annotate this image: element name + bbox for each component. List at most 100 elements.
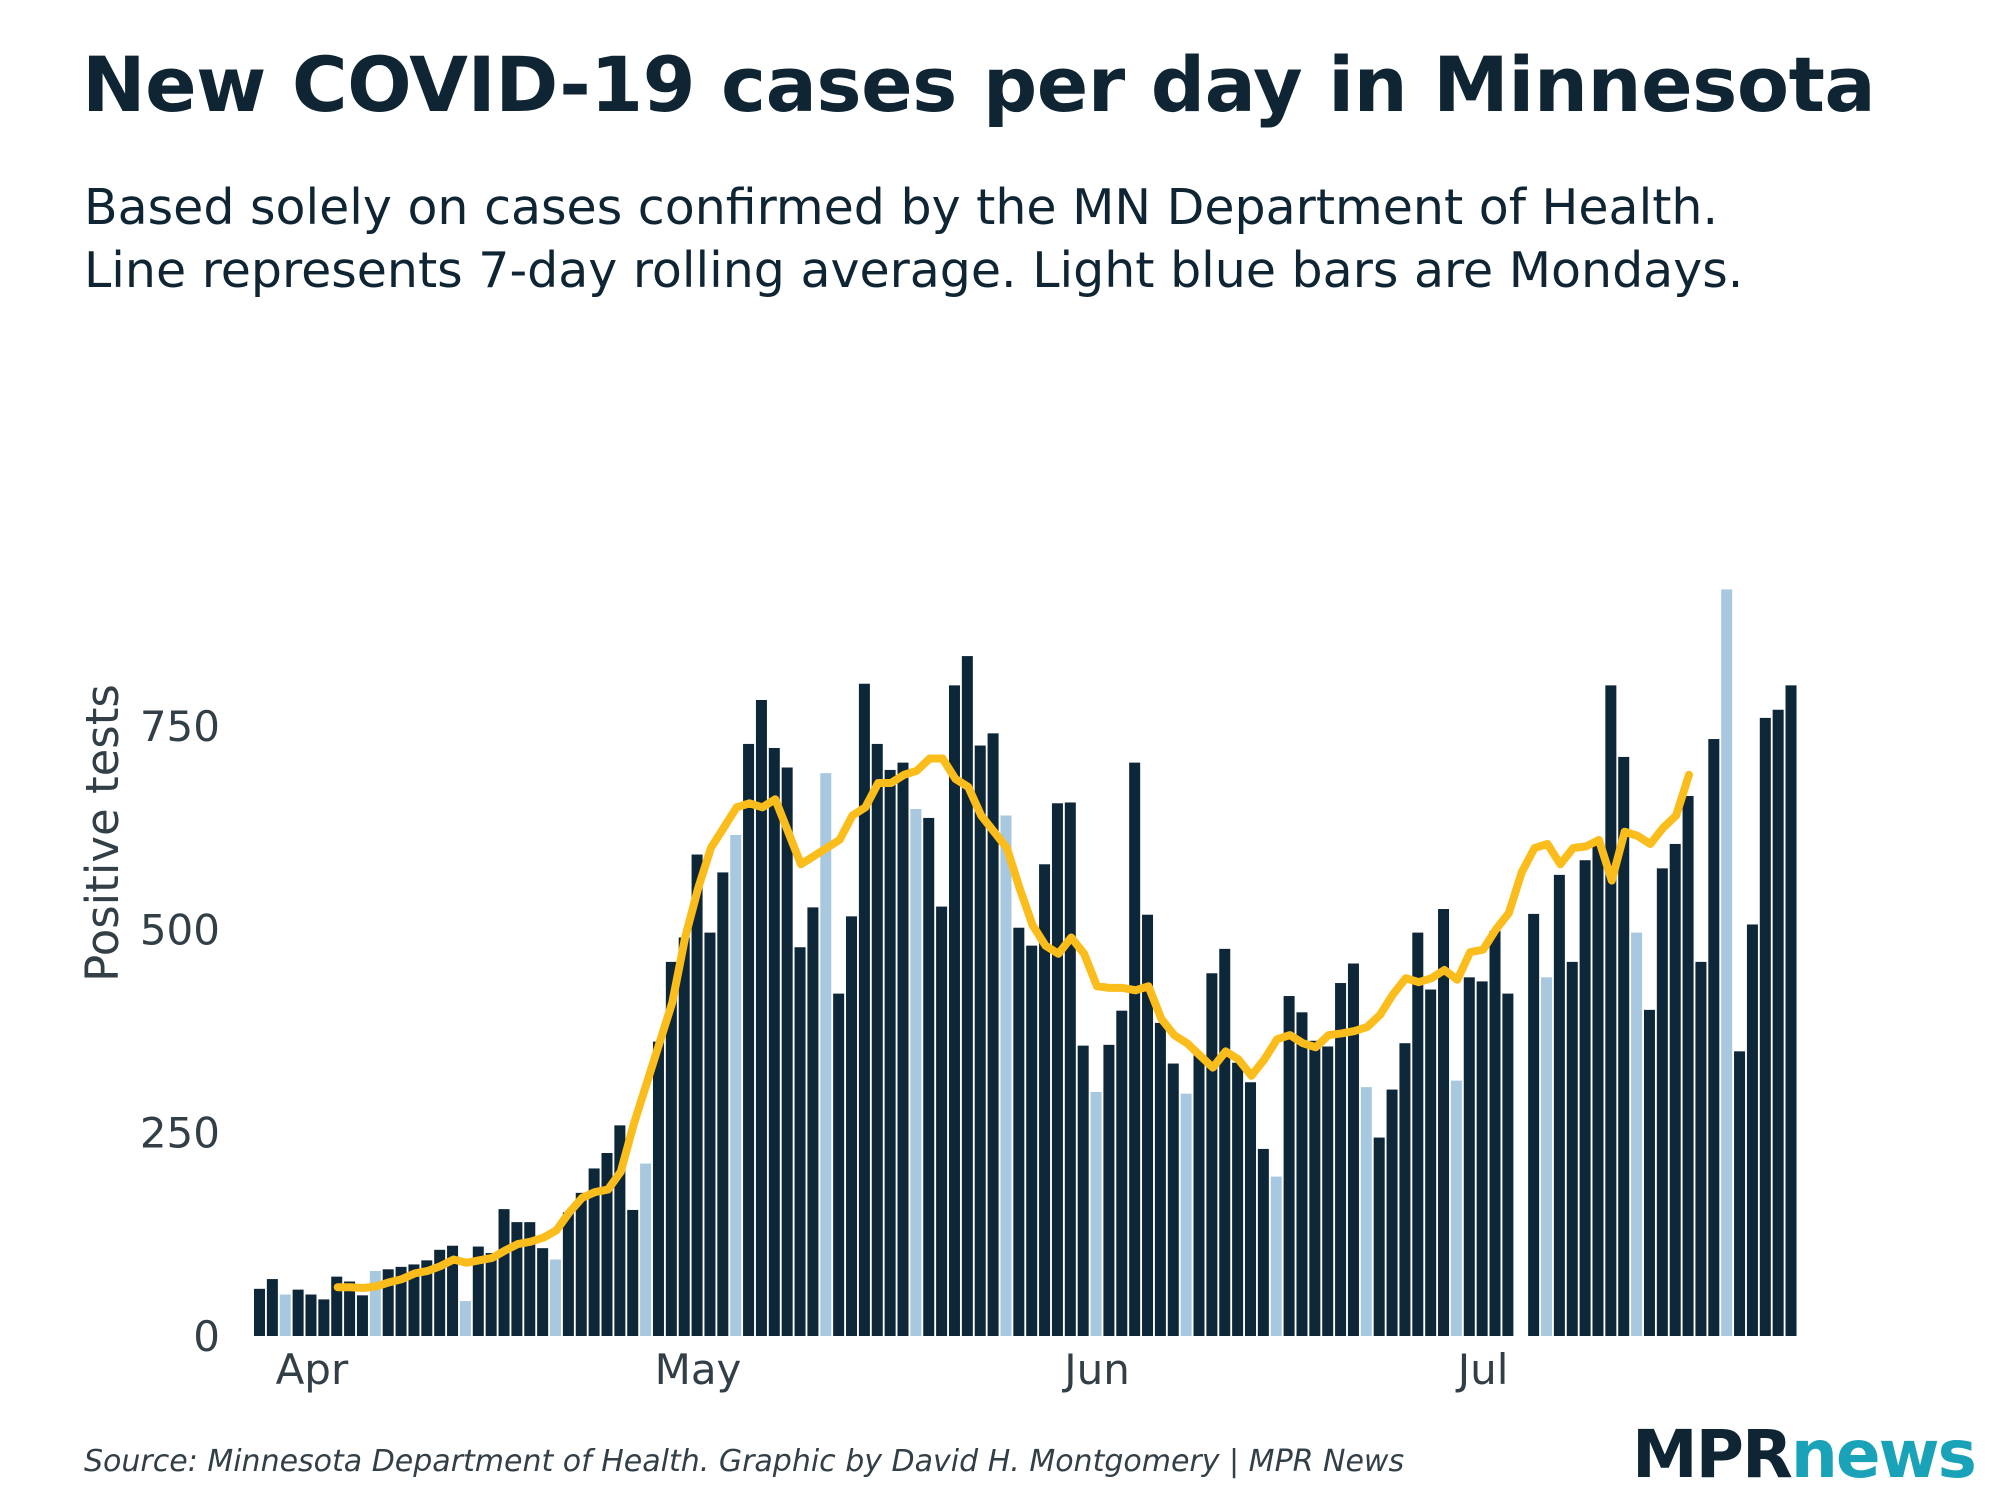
bar [1232, 1062, 1244, 1336]
seven-day-average-line [333, 754, 1693, 1293]
bar [447, 1245, 459, 1336]
bar-monday [910, 808, 922, 1336]
chart-title: New COVID-19 cases per day in Minnesota [82, 40, 1876, 129]
bar [652, 1041, 664, 1336]
bar [691, 854, 703, 1336]
bar [743, 743, 755, 1336]
bar [781, 767, 793, 1336]
bar [1669, 843, 1681, 1336]
bar [1373, 1137, 1385, 1336]
bar [266, 1279, 278, 1336]
bar [936, 906, 948, 1336]
bar [318, 1299, 330, 1336]
bar-monday [459, 1301, 471, 1336]
bar-monday [550, 1259, 562, 1336]
bar [537, 1248, 549, 1336]
bar [344, 1281, 356, 1336]
bar [897, 762, 909, 1336]
bar [987, 733, 999, 1336]
bar [1746, 924, 1758, 1336]
bar-monday [1180, 1093, 1192, 1336]
source-note: Source: Minnesota Department of Health. … [84, 1444, 1405, 1479]
bar [395, 1266, 407, 1336]
bar [1039, 864, 1051, 1336]
bar [1734, 1051, 1746, 1337]
bar [254, 1288, 265, 1336]
bar [1283, 996, 1295, 1336]
bar [1309, 1040, 1321, 1336]
bar-monday [1721, 589, 1733, 1336]
mpr-news-logo: MPRnews [1632, 1416, 1977, 1493]
bar [588, 1168, 600, 1336]
y-tick-label: 250 [140, 1109, 220, 1158]
y-axis-ticks: 0 250 500 750 [140, 702, 220, 1361]
bar [421, 1260, 433, 1336]
bar-monday [369, 1270, 381, 1336]
chart-subtitle: Based solely on cases confirmed by the M… [84, 176, 1743, 302]
bar [524, 1222, 536, 1336]
bar [1605, 685, 1617, 1336]
bar [305, 1294, 317, 1336]
bar-series [254, 589, 1797, 1337]
bar [1257, 1148, 1269, 1336]
bar [1129, 762, 1141, 1336]
bar [1154, 1022, 1166, 1336]
bar-monday [730, 835, 742, 1336]
bar [498, 1209, 510, 1336]
bar [833, 993, 845, 1336]
bar [1592, 843, 1604, 1336]
bar [1026, 945, 1038, 1336]
bar [1476, 981, 1488, 1336]
bar [665, 961, 677, 1336]
bar [1167, 1063, 1179, 1336]
bar [485, 1253, 497, 1336]
bar-monday [1090, 1092, 1102, 1336]
bar [1103, 1044, 1115, 1336]
bar [1579, 860, 1591, 1336]
bar [768, 747, 780, 1336]
bar [794, 947, 806, 1336]
bar [1013, 927, 1025, 1336]
bar [356, 1295, 368, 1336]
bar [1553, 874, 1565, 1336]
bar-monday [1360, 1087, 1372, 1336]
bar [717, 872, 729, 1336]
bar [331, 1276, 343, 1336]
bar [1399, 1043, 1411, 1336]
average-line-group [333, 754, 1693, 1293]
x-axis-ticks: Apr May Jun Jul [276, 1345, 1509, 1394]
bar-monday [279, 1294, 291, 1336]
bar [1064, 802, 1076, 1336]
bar [1489, 930, 1501, 1336]
y-tick-label: 500 [140, 905, 220, 954]
bar [1412, 932, 1424, 1336]
bar-monday [1000, 815, 1012, 1336]
bar [1682, 795, 1694, 1336]
bar [1566, 961, 1578, 1336]
bar [1322, 1046, 1334, 1336]
bar [704, 932, 716, 1336]
y-tick-label: 0 [193, 1312, 220, 1361]
bar [1708, 739, 1720, 1336]
bar-monday [1270, 1176, 1282, 1336]
bar [1206, 973, 1218, 1336]
x-tick-label: Apr [276, 1345, 349, 1394]
bar [408, 1264, 420, 1336]
bar [1528, 913, 1540, 1336]
bar [1386, 1089, 1398, 1336]
bar [1759, 717, 1771, 1336]
bar [1193, 1055, 1205, 1336]
bar [1463, 977, 1475, 1336]
bar-monday [640, 1163, 652, 1336]
bar [948, 685, 960, 1336]
logo-mpr: MPR [1632, 1416, 1793, 1493]
bar [1219, 948, 1231, 1336]
bar [1618, 756, 1630, 1336]
bar [807, 907, 819, 1336]
y-tick-label: 750 [140, 702, 220, 751]
bar [1296, 1012, 1308, 1336]
bar [511, 1222, 523, 1336]
logo-news: news [1790, 1416, 1977, 1493]
bar-monday [1631, 932, 1643, 1336]
